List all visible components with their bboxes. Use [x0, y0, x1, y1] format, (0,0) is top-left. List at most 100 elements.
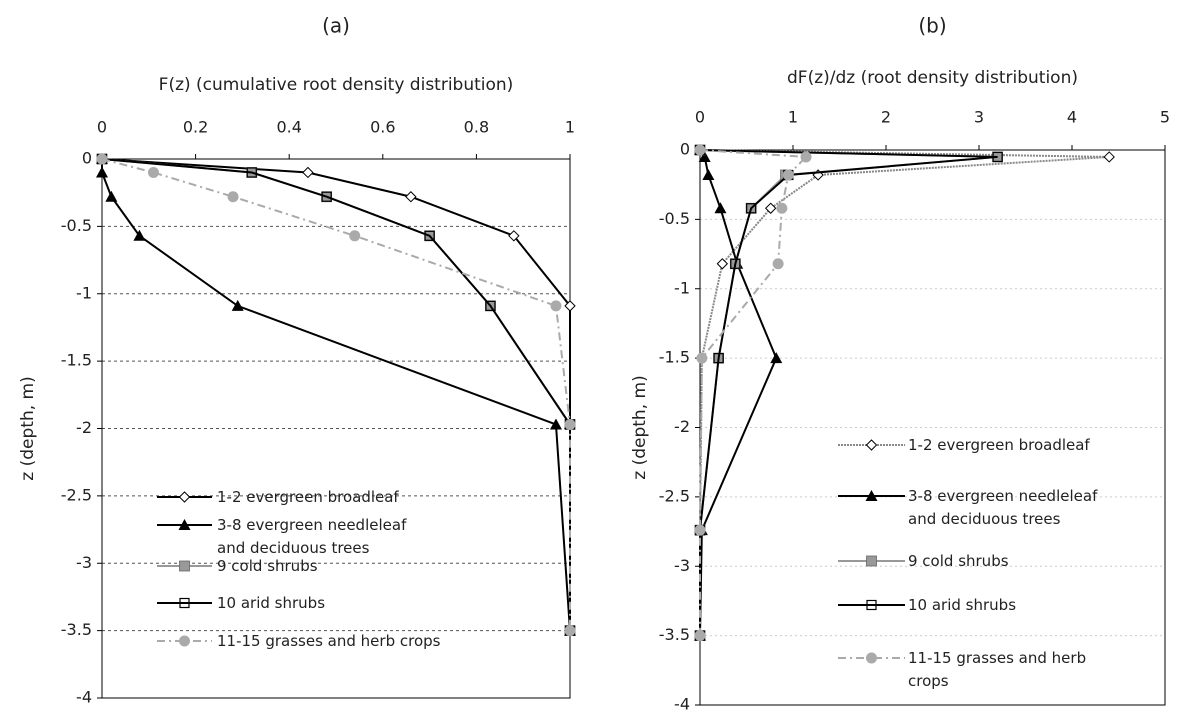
y-tick-label: -0.5	[61, 216, 92, 235]
series-line	[699, 149, 778, 636]
data-point	[147, 166, 159, 178]
x-axis-label: F(z) (cumulative root density distributi…	[159, 75, 514, 95]
series-line	[699, 149, 809, 636]
x-tick-label: 0	[695, 108, 705, 127]
data-point	[231, 299, 244, 311]
data-point	[549, 418, 562, 430]
legend-label: 9 cold shrubs	[908, 551, 1009, 570]
data-point	[302, 166, 314, 179]
legend-label: 3-8 evergreen needleleaf and deciduous t…	[217, 515, 407, 557]
legend-label: 1-2 evergreen broadleaf	[908, 435, 1090, 454]
data-point	[694, 144, 706, 156]
data-point	[992, 151, 1003, 163]
x-tick-label: 0.2	[183, 118, 208, 137]
x-tick-label: 0.6	[370, 118, 395, 137]
y-tick-label: -1.5	[659, 348, 690, 367]
data-point	[133, 229, 146, 241]
y-tick-label: -1.5	[61, 351, 92, 370]
data-point	[716, 258, 729, 270]
legend-label: 1-2 evergreen broadleaf	[217, 487, 399, 506]
plot-frame	[699, 149, 1166, 706]
data-point	[321, 191, 332, 202]
legend-label: 10 arid shrubs	[217, 593, 326, 612]
data-point	[405, 191, 417, 203]
series-line	[699, 149, 998, 636]
data-point	[508, 230, 520, 242]
y-tick-label: -4	[674, 695, 690, 713]
data-point	[349, 230, 361, 242]
legend-marker	[865, 439, 878, 451]
y-tick-label: 0	[82, 149, 92, 168]
legend-marker	[179, 560, 190, 572]
x-tick-label: 0	[97, 118, 107, 137]
data-point	[776, 202, 788, 214]
data-point	[564, 625, 576, 637]
data-point	[564, 418, 576, 430]
legend-label: 9 cold shrubs	[217, 556, 318, 575]
x-tick-label: 3	[974, 108, 984, 127]
legend-label: 3-8 evergreen needleleaf and deciduous t…	[908, 486, 1098, 528]
y-axis-label: z (depth, m)	[18, 376, 38, 480]
y-tick-label: -1	[76, 283, 92, 302]
legend-marker	[178, 519, 191, 530]
y-tick-label: -2.5	[61, 485, 92, 504]
x-tick-label: 0.4	[276, 118, 301, 137]
data-point	[1103, 151, 1115, 163]
legend-label: 11-15 grasses and herb crops	[217, 631, 441, 650]
x-tick-label: 4	[1067, 108, 1077, 127]
data-point	[770, 352, 783, 364]
data-point	[746, 203, 757, 214]
data-point	[694, 524, 706, 536]
data-point	[800, 151, 812, 163]
x-tick-label: 0.8	[464, 118, 489, 137]
x-tick-label: 2	[881, 108, 891, 127]
data-point	[96, 153, 108, 165]
y-axis-label: z (depth, m)	[630, 375, 650, 479]
y-tick-label: -4	[76, 688, 92, 707]
legend-marker	[179, 597, 190, 609]
data-point	[694, 630, 706, 642]
x-tick-label: 5	[1160, 108, 1170, 127]
y-tick-label: -3.5	[61, 620, 92, 639]
data-point	[105, 190, 118, 202]
x-tick-label: 1	[788, 108, 798, 127]
x-tick-label: 1	[565, 118, 575, 137]
data-point	[696, 352, 708, 364]
x-axis-label: dF(z)/dz (root density distribution)	[787, 68, 1078, 88]
y-tick-label: -0.5	[659, 209, 690, 228]
y-tick-label: -3.5	[659, 625, 690, 644]
data-point	[714, 202, 727, 214]
legend-marker	[866, 555, 877, 567]
legend-marker	[179, 635, 190, 647]
legend-label: 10 arid shrubs	[908, 595, 1017, 614]
panel-label: (b)	[918, 14, 946, 38]
data-point	[227, 191, 239, 203]
data-point	[96, 166, 108, 178]
y-tick-label: -2	[76, 418, 92, 437]
data-point	[772, 258, 784, 270]
series-line	[101, 158, 571, 631]
data-point	[702, 168, 715, 180]
data-point	[424, 230, 435, 241]
data-point	[764, 202, 777, 214]
data-point	[246, 167, 257, 178]
y-tick-label: -1	[674, 278, 690, 297]
y-tick-label: -3	[76, 553, 92, 572]
legend-marker	[865, 490, 878, 501]
legend-marker	[178, 491, 191, 503]
data-point	[782, 169, 794, 181]
data-point	[713, 353, 724, 364]
y-tick-label: -3	[674, 556, 690, 575]
legend-marker	[866, 652, 877, 664]
legend-marker	[866, 599, 877, 611]
data-point	[550, 300, 562, 312]
series-line	[699, 149, 1110, 636]
y-tick-label: 0	[680, 140, 690, 159]
data-point	[485, 300, 496, 311]
data-point	[564, 300, 576, 312]
data-point	[698, 150, 711, 162]
panel-label: (a)	[322, 14, 350, 38]
y-tick-label: -2	[674, 417, 690, 436]
data-point	[730, 258, 741, 269]
